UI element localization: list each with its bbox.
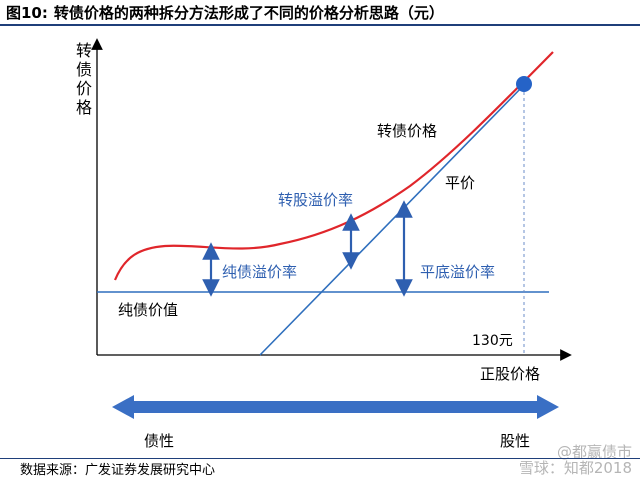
y-axis-label: 转债价格 [76, 41, 92, 117]
watermark-line2: 雪球：知都2018 [518, 459, 632, 477]
source-note: 数据来源：广发证券发展研究中心 [0, 458, 640, 483]
intersection-marker [516, 76, 532, 92]
pure-bond-premium-label: 纯债溢价率 [222, 263, 297, 281]
bond-nature-label: 债性 [144, 432, 174, 450]
figure-title: 图10: 转债价格的两种拆分方法形成了不同的价格分析思路（元） [0, 0, 640, 26]
bond-equity-spectrum-arrow [112, 395, 559, 419]
equity-nature-label: 股性 [500, 432, 530, 450]
figure-number: 图10: [6, 3, 48, 22]
convertible-bond-diagram: 转债价格 转债价格 平价 转股溢价率 纯债溢价率 平底溢价率 纯债价值 130元… [76, 38, 572, 450]
x-axis-label: 正股价格 [480, 365, 540, 383]
svg-text:转债价格: 转债价格 [76, 41, 92, 117]
parity-premium-label: 平底溢价率 [420, 263, 495, 281]
parity-line [259, 83, 526, 356]
pure-bond-value-label: 纯债价值 [118, 301, 178, 319]
figure-title-text: 转债价格的两种拆分方法形成了不同的价格分析思路（元） [53, 3, 444, 22]
watermark-line1: @都赢债市 [556, 443, 632, 461]
convertible-price-curve [113, 51, 554, 281]
strike-marker-label: 130元 [472, 333, 513, 349]
watermark: @都赢债市 雪球：知都2018 [519, 444, 632, 476]
convertible-price-label: 转债价格 [377, 122, 437, 140]
conversion-premium-label: 转股溢价率 [278, 191, 353, 209]
parity-label: 平价 [445, 174, 475, 192]
